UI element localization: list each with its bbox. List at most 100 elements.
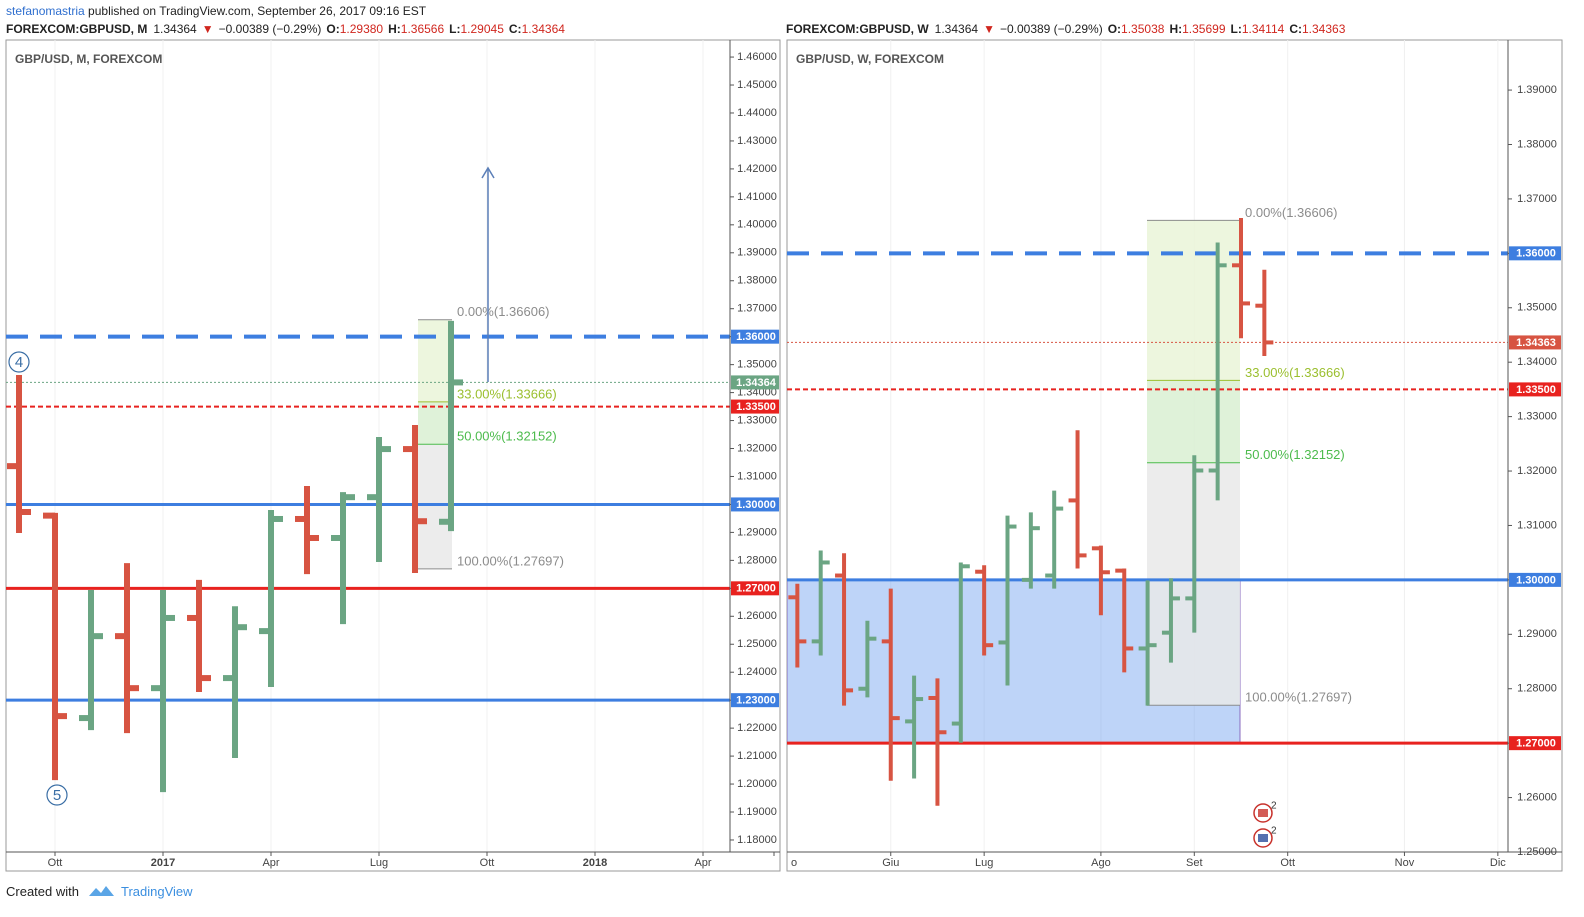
price-tag bbox=[1509, 382, 1561, 397]
ohlc-bar bbox=[1045, 490, 1064, 589]
y-tick-label: 1.32000 bbox=[1517, 465, 1557, 477]
fib-band bbox=[1147, 220, 1240, 381]
x-tick-label: 2018 bbox=[583, 857, 607, 869]
y-tick-label: 1.33000 bbox=[737, 414, 777, 426]
x-tick-label: Lug bbox=[975, 857, 993, 869]
brand-logo[interactable] bbox=[87, 883, 117, 899]
ohlc-bar bbox=[811, 550, 830, 656]
y-tick-label: 1.35000 bbox=[1517, 302, 1557, 314]
y-tick-label: 1.25000 bbox=[737, 638, 777, 650]
y-tick-label: 1.29000 bbox=[1517, 628, 1557, 640]
price-tag-label: 1.36000 bbox=[1516, 248, 1556, 260]
ohlc-bar bbox=[223, 606, 247, 759]
y-tick-label: 1.22000 bbox=[737, 722, 777, 734]
x-tick-label: 2017 bbox=[151, 857, 175, 869]
fib-label: 0.00%(1.36606) bbox=[457, 304, 550, 319]
quote-line: FOREXCOM:GBPUSD, M 1.34364 ▼ −0.00389 (−0.2… bbox=[6, 22, 565, 36]
ohlc-bar bbox=[998, 515, 1017, 686]
x-tick-label: Ott bbox=[1280, 857, 1295, 869]
price-tag-label: 1.34363 bbox=[1516, 337, 1556, 349]
ohlc-label: O: bbox=[326, 22, 340, 36]
y-tick-label: 1.19000 bbox=[737, 806, 777, 818]
change: −0.00389 (−0.29%) bbox=[999, 22, 1103, 36]
ohlc-bar bbox=[151, 590, 175, 793]
price-tag-label: 1.27000 bbox=[736, 583, 776, 595]
ohlc-bar bbox=[295, 485, 319, 575]
x-tick-label: Nov bbox=[1395, 857, 1415, 869]
fib-label: 50.00%(1.32152) bbox=[1245, 447, 1345, 462]
ohlc-value: 1.35699 bbox=[1182, 22, 1226, 36]
y-tick-label: 1.38000 bbox=[1517, 138, 1557, 150]
fib-label: 50.00%(1.32152) bbox=[457, 429, 557, 444]
y-tick-label: 1.28000 bbox=[1517, 683, 1557, 695]
fib-label: 100.00%(1.27697) bbox=[1245, 690, 1352, 705]
x-tick-label: Dic bbox=[1490, 857, 1506, 869]
x-tick-label: Giu bbox=[882, 857, 899, 869]
y-tick-label: 1.29000 bbox=[737, 526, 777, 538]
ohlc-bar bbox=[259, 510, 283, 688]
ohlc-value: 1.34114 bbox=[1241, 22, 1285, 36]
ohlc-bar bbox=[1255, 269, 1274, 356]
publish-line: stefanomastria published on TradingView.… bbox=[6, 4, 426, 18]
ohlc-bar bbox=[367, 437, 391, 563]
x-tick-label: Apr bbox=[694, 857, 711, 869]
event-flag bbox=[1258, 834, 1268, 842]
x-tick-label: Apr bbox=[262, 857, 279, 869]
brand-name[interactable]: TradingView bbox=[120, 883, 193, 899]
x-tick-label: Lug bbox=[370, 857, 388, 869]
x-tick-label: Set bbox=[1186, 857, 1203, 869]
ohlc-label: C: bbox=[1289, 22, 1302, 36]
y-tick-label: 1.37000 bbox=[1517, 193, 1557, 205]
fib-band bbox=[418, 444, 452, 569]
price-tag-label: 1.36000 bbox=[736, 331, 776, 343]
x-tick-label: Ago bbox=[1091, 857, 1111, 869]
quote-line: FOREXCOM:GBPUSD, W 1.34364 ▼ −0.00389 (−0.2… bbox=[786, 22, 1345, 36]
y-tick-label: 1.33000 bbox=[1517, 411, 1557, 423]
ohlc-label: L: bbox=[449, 22, 461, 36]
y-tick-label: 1.37000 bbox=[737, 303, 777, 315]
fib-band bbox=[1147, 380, 1240, 463]
y-tick-label: 1.45000 bbox=[737, 79, 777, 91]
ohlc-label: H: bbox=[388, 22, 401, 36]
ohlc-value: 1.34363 bbox=[1302, 22, 1346, 36]
price-tag bbox=[731, 581, 779, 596]
ohlc-bar bbox=[975, 565, 994, 656]
ohlc-bar bbox=[187, 579, 211, 693]
ohlc-bar bbox=[403, 425, 427, 573]
y-tick-label: 1.26000 bbox=[1517, 791, 1557, 803]
ohlc-bar bbox=[439, 320, 463, 532]
price-tag bbox=[731, 497, 779, 512]
user-name[interactable]: stefanomastria bbox=[6, 4, 85, 18]
price-tag-label: 1.33500 bbox=[1516, 384, 1556, 396]
wave-marker bbox=[46, 784, 68, 806]
ohlc-label: C: bbox=[508, 22, 522, 36]
plot-area: 0.00%(1.36606) 33.00%(1.33666) 50.00%(1.32… bbox=[787, 40, 1508, 852]
y-tick-label: 1.35000 bbox=[737, 359, 777, 371]
x-tick-label: o bbox=[791, 857, 797, 869]
ohlc-bar bbox=[951, 562, 970, 743]
y-tick-label: 1.40000 bbox=[737, 219, 777, 231]
ohlc-bar bbox=[115, 563, 139, 734]
ohlc-bar bbox=[881, 588, 900, 781]
y-tick-label: 1.26000 bbox=[737, 610, 777, 622]
change: −0.00389 (−0.29%) bbox=[218, 22, 322, 36]
y-tick-label: 1.34000 bbox=[737, 386, 777, 398]
change-arrow: ▼ bbox=[983, 22, 995, 36]
ohlc-value: 1.36566 bbox=[400, 22, 445, 36]
price-tag bbox=[1509, 246, 1561, 261]
ohlc-label: L: bbox=[1230, 22, 1242, 36]
fib-label: 100.00%(1.27697) bbox=[457, 553, 564, 568]
price-tag-label: 1.30000 bbox=[1516, 574, 1556, 586]
ohlc-bar bbox=[1091, 545, 1110, 616]
plot-area: 0.00%(1.36606) 33.00%(1.33666) 50.00%(1.32… bbox=[6, 40, 730, 852]
ohlc-bar bbox=[1115, 568, 1134, 673]
x-tick-label: Ott bbox=[48, 857, 63, 869]
y-tick-label: 1.34000 bbox=[1517, 356, 1557, 368]
panel-frame bbox=[5, 39, 781, 872]
price-tag bbox=[1509, 335, 1561, 350]
ohlc-bar bbox=[331, 492, 355, 625]
price-tag bbox=[731, 693, 779, 708]
wave-marker bbox=[8, 351, 30, 373]
